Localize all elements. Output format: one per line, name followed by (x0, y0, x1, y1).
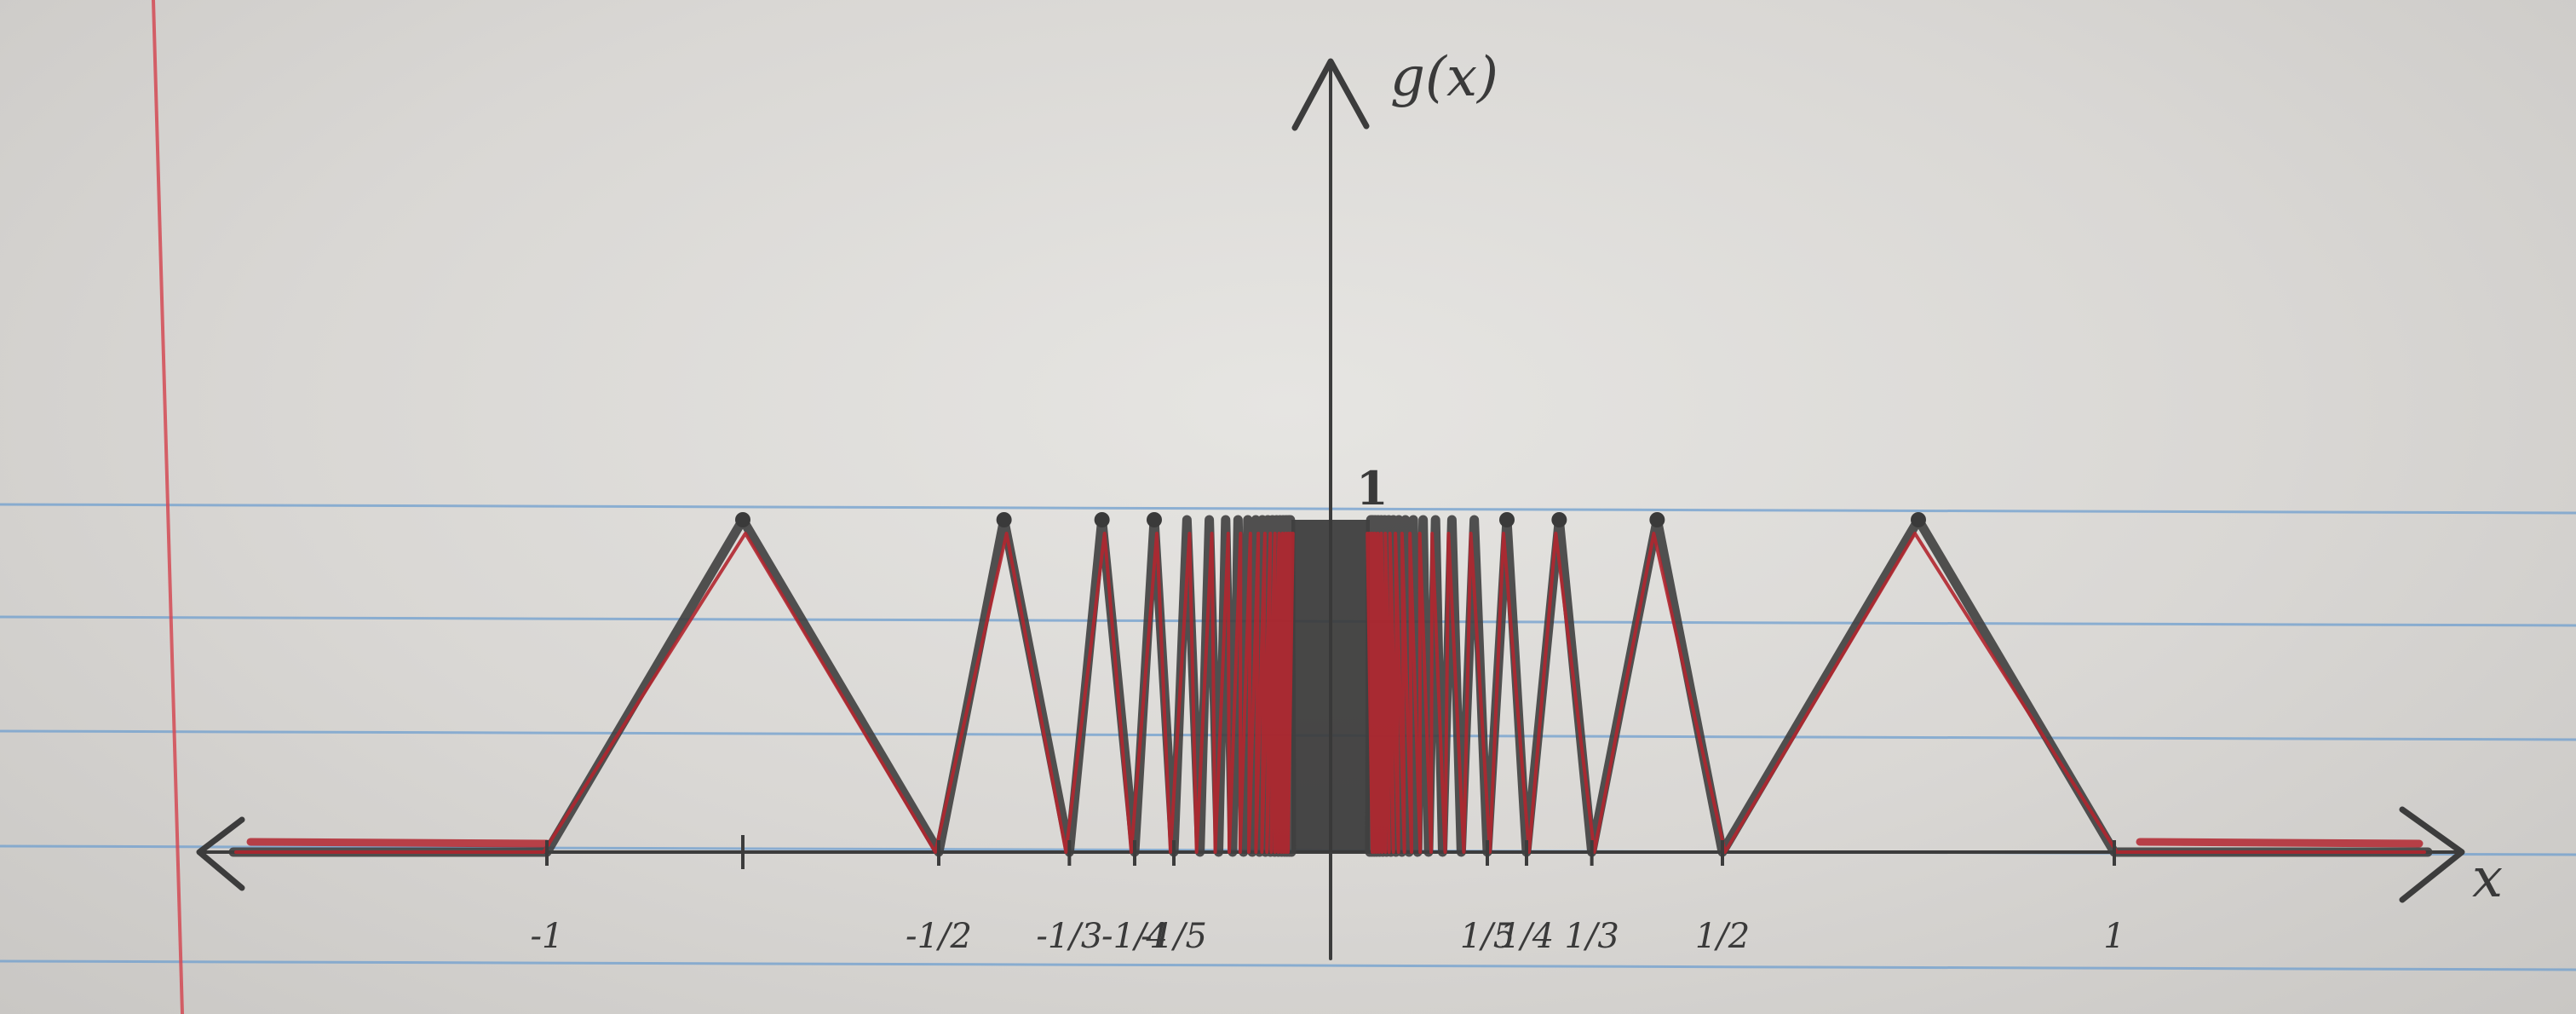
x-tick-label: -1/3 (1036, 917, 1102, 956)
tick-marks (545, 835, 2116, 869)
x-tick-label: -1/2 (906, 917, 972, 956)
series-line-graphite (1365, 515, 2433, 857)
x-axis-right-arrow (2399, 806, 2465, 903)
tick-labels: -1 -1/2 -1/3-1/4-1/5 1/51/4 1/3 1/2 1 (531, 917, 2125, 956)
peak-dot (1499, 512, 1515, 527)
peak-label: 1 (1356, 461, 1389, 516)
x-axis-label: x (2472, 847, 2503, 910)
series-line-red (234, 532, 1295, 854)
series-line-red (1366, 532, 2426, 854)
peak-dot (1911, 512, 1926, 527)
peak-dot (1649, 512, 1665, 527)
x-tick-label: 1/2 (1695, 917, 1750, 956)
ruled-line (0, 503, 2576, 515)
center-dense-band (1291, 520, 1370, 852)
x-tick-label: -1/5 (1141, 917, 1207, 956)
x-tick-label: 1/4 (1499, 917, 1554, 956)
x-tick-label: -1 (531, 917, 564, 956)
peak-dot (1094, 512, 1110, 527)
x-tick-label: 1/5 (1460, 917, 1515, 956)
series-layer (228, 512, 2433, 857)
x-tick-label: 1/3 (1564, 917, 1619, 956)
center-band (1291, 520, 1370, 852)
peak-dot (996, 512, 1012, 527)
y-axis-arrow (1291, 58, 1370, 131)
series-line-graphite (228, 515, 1297, 857)
ruled-line (0, 959, 2576, 971)
x-tick-label: 1 (2103, 917, 2125, 956)
x-tick-label: -1/4 (1101, 917, 1168, 956)
margin-line (152, 0, 184, 1014)
y-axis-label: g(x) (1390, 46, 1498, 109)
series-tail-left (246, 838, 551, 848)
series-tail-right (2136, 838, 2424, 848)
peak-dot (735, 512, 750, 527)
x-axis-left-arrow (196, 816, 245, 891)
peak-dot (1147, 512, 1162, 527)
peak-dot (1551, 512, 1567, 527)
